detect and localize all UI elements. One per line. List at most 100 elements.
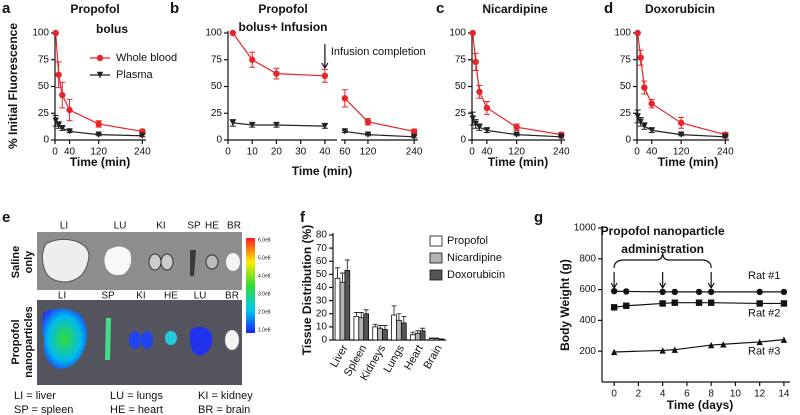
error-bar xyxy=(339,272,345,283)
x-tick-label: Brain xyxy=(421,343,444,371)
data-point xyxy=(623,288,630,295)
x-tick-label: 120 xyxy=(673,147,690,158)
data-point xyxy=(364,131,372,138)
organ-label: KI xyxy=(136,291,145,302)
data-point xyxy=(55,121,62,129)
organ xyxy=(129,331,141,349)
error-bar xyxy=(377,325,383,329)
chart-title: Propofol xyxy=(258,2,307,16)
data-point xyxy=(695,299,703,306)
x-tick-label: 240 xyxy=(406,147,423,158)
y-tick-label: 600 xyxy=(579,284,596,295)
x-tick-label: 12 xyxy=(754,389,766,400)
x-tick-label: Heart xyxy=(402,343,426,372)
data-point xyxy=(229,29,237,37)
y-tick-label: 50 xyxy=(455,81,467,92)
data-point xyxy=(634,29,641,37)
error-bar xyxy=(434,337,440,339)
data-point xyxy=(637,118,644,126)
organ-label: KI xyxy=(156,221,165,232)
data-point xyxy=(55,71,62,78)
organ-label: LU xyxy=(114,221,127,232)
y-tick-label: 0 xyxy=(460,135,466,146)
series-label: Rat #1 xyxy=(748,270,780,282)
data-point xyxy=(469,29,476,37)
legend-marker xyxy=(96,71,104,79)
colorbar xyxy=(246,238,255,333)
bar xyxy=(344,270,351,341)
chart-subtitle: bolus+ Infusion xyxy=(239,20,328,34)
data-point xyxy=(472,120,479,128)
y-tick-label: 200 xyxy=(579,346,596,357)
data-point xyxy=(780,300,788,307)
data-point xyxy=(634,113,641,120)
x-tick-label: 60 xyxy=(339,147,351,158)
data-point xyxy=(95,131,102,138)
x-tick-label: 40 xyxy=(646,147,658,158)
organ xyxy=(105,318,111,360)
data-point xyxy=(756,300,763,307)
organ-label: SP xyxy=(101,291,115,302)
x-axis-label: Time (min) xyxy=(658,155,718,169)
organ-label: BR xyxy=(227,221,241,232)
x-tick-label: 10 xyxy=(730,389,742,400)
data-point xyxy=(59,91,66,99)
colorbar-tick: 5.0e8 xyxy=(258,255,271,261)
x-tick-label: 14 xyxy=(778,389,790,400)
y-axis-label: % Initial Fluorescence xyxy=(6,23,20,149)
data-point xyxy=(513,131,520,138)
y-tick-label: 60 xyxy=(316,256,328,267)
y-tick-label: 100 xyxy=(449,28,466,39)
x-tick-label: 0 xyxy=(634,147,640,158)
data-point xyxy=(610,304,618,311)
bar xyxy=(334,277,341,341)
series-line xyxy=(614,302,784,308)
colorbar-tick: 2.0e8 xyxy=(258,309,271,315)
y-tick-label: 50 xyxy=(620,81,632,92)
data-point xyxy=(707,299,715,306)
bar xyxy=(414,333,421,341)
error-bar xyxy=(363,309,369,314)
data-point xyxy=(780,336,788,343)
error-bar xyxy=(420,327,426,331)
data-point xyxy=(249,56,256,63)
y-tick-label: 400 xyxy=(579,315,596,326)
series-line xyxy=(614,290,784,293)
legend-swatch xyxy=(429,252,443,264)
y-tick-label: 70 xyxy=(316,243,328,254)
data-point xyxy=(364,118,372,126)
series-line xyxy=(472,32,562,136)
panel-letter: c xyxy=(436,0,444,17)
organ xyxy=(141,331,153,349)
error-bar xyxy=(429,337,435,339)
data-point xyxy=(410,128,418,135)
y-tick-label: 0 xyxy=(321,335,327,346)
data-point xyxy=(648,127,655,134)
x-tick-label: 120 xyxy=(90,147,107,158)
legend-marker xyxy=(96,54,104,62)
data-point xyxy=(341,95,349,102)
x-tick-label: 0 xyxy=(469,147,475,158)
bar xyxy=(438,338,445,341)
annotation-text: Infusion completion xyxy=(331,46,426,58)
y-axis-label: Body Weight (g) xyxy=(558,259,572,351)
x-tick-label: 40 xyxy=(64,147,76,158)
organ-label: LI xyxy=(58,291,66,302)
y-tick-label: 40 xyxy=(316,282,328,293)
data-point xyxy=(677,131,685,138)
row-label: only xyxy=(23,250,35,273)
colorbar-tick: 4.0e8 xyxy=(258,273,271,279)
x-tick-label: 240 xyxy=(553,147,570,158)
y-axis-label: Tissue Distribution (%) xyxy=(300,225,314,355)
x-tick-label: 4 xyxy=(660,389,666,400)
data-point xyxy=(671,288,678,296)
key-text: LI = liver xyxy=(14,390,56,402)
annotation-text: administration xyxy=(621,242,704,256)
data-point xyxy=(677,119,685,127)
x-tick-label: 2 xyxy=(636,389,642,400)
chart-title: Doxorubicin xyxy=(645,2,715,16)
key-text: LU = lungs xyxy=(110,390,163,402)
y-tick-label: 80 xyxy=(316,230,328,241)
row-label: Saline xyxy=(10,246,22,278)
